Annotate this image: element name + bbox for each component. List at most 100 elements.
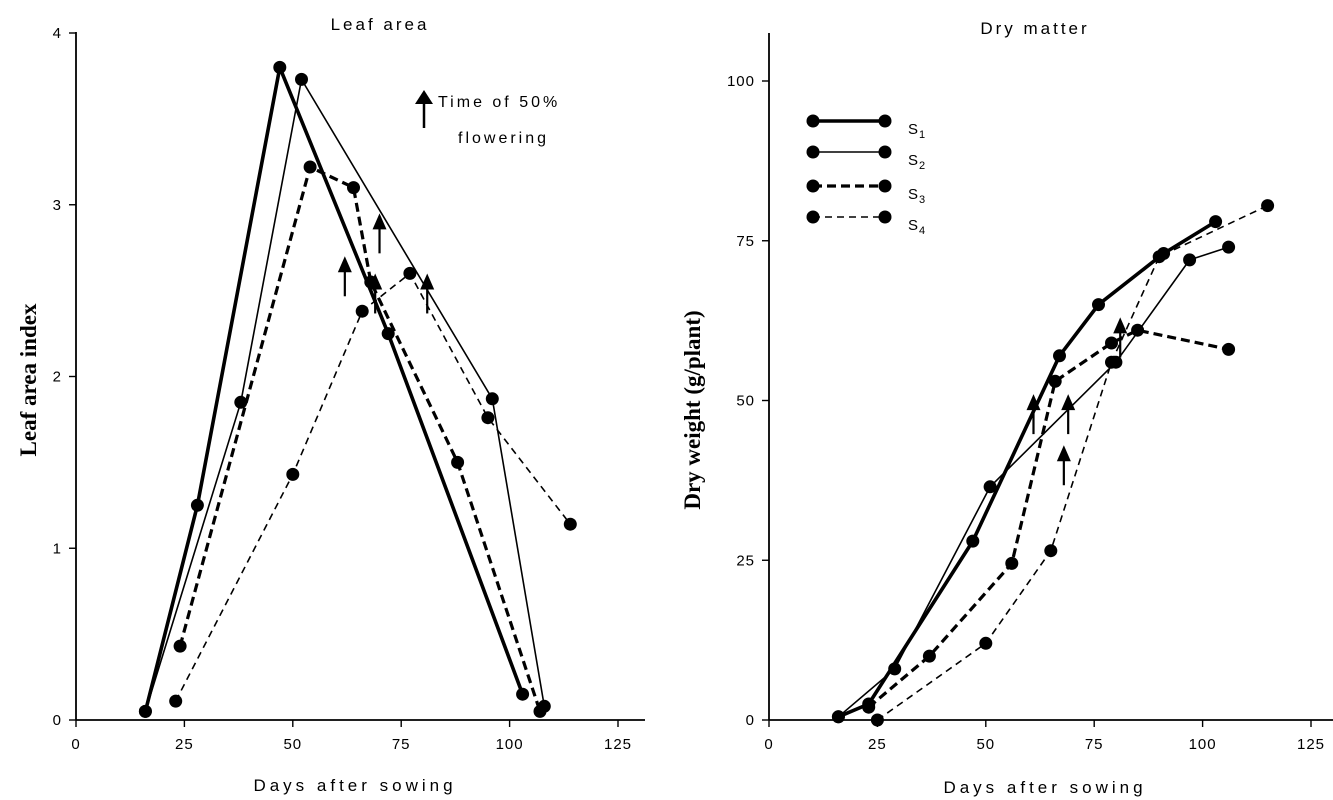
y-tick-label: 75 — [736, 233, 755, 250]
data-point — [922, 649, 936, 663]
data-point — [563, 517, 577, 531]
data-point — [234, 395, 248, 409]
legend-subscript: 4 — [919, 225, 925, 237]
x-tick-label: 75 — [1085, 736, 1104, 753]
data-point — [533, 704, 547, 718]
y-tick-label: 2 — [53, 369, 62, 386]
legend-marker — [878, 179, 892, 193]
flowering-arrow — [1056, 445, 1071, 486]
x-tick-label: 50 — [283, 736, 302, 753]
legend-marker — [806, 114, 820, 128]
data-point — [364, 275, 378, 289]
data-point — [138, 704, 152, 718]
data-point — [831, 710, 845, 724]
flowering-arrow — [1113, 317, 1128, 358]
series-3 — [862, 317, 1236, 714]
flowering-arrow — [372, 213, 387, 254]
x-tick-label: 100 — [496, 736, 524, 753]
data-point — [1053, 349, 1066, 363]
data-point — [286, 467, 300, 481]
data-point — [1183, 253, 1197, 267]
x-tick-label: 75 — [392, 736, 411, 753]
data-point — [983, 480, 997, 494]
legend-marker — [878, 114, 892, 128]
legend-marker — [806, 179, 820, 193]
legend-subscript: 3 — [919, 194, 925, 206]
data-point — [355, 304, 369, 318]
y-tick-label: 1 — [53, 540, 62, 557]
data-point — [1048, 374, 1062, 388]
data-point — [1105, 355, 1118, 369]
data-point — [1105, 336, 1118, 350]
x-tick-label: 125 — [604, 736, 632, 753]
y-axis-label: Dry weight (g/plant) — [680, 310, 705, 509]
data-point — [403, 266, 417, 280]
data-point — [1131, 323, 1145, 337]
data-point — [966, 534, 980, 548]
data-point — [1092, 298, 1105, 312]
series-line — [867, 328, 1229, 709]
data-point — [451, 455, 465, 469]
series-line — [837, 220, 1217, 719]
series-line — [876, 204, 1268, 721]
series-line — [143, 65, 525, 712]
y-tick-label: 3 — [53, 197, 62, 214]
x-tick-label: 25 — [868, 736, 887, 753]
annotation-arrow-head — [415, 90, 433, 104]
y-tick-label: 25 — [736, 552, 755, 569]
series-line — [178, 165, 542, 712]
series-1 — [831, 215, 1223, 724]
annotation-line2: flowering — [458, 130, 549, 147]
data-point — [295, 72, 308, 86]
legend: S 1S 2S 3S 4 — [806, 114, 925, 237]
data-point — [1222, 240, 1236, 254]
flowering-arrow — [1061, 394, 1076, 435]
data-point — [1152, 250, 1166, 264]
legend-marker — [806, 210, 820, 224]
data-point — [273, 60, 287, 74]
data-point — [190, 498, 204, 512]
data-point — [481, 411, 495, 425]
series-4 — [870, 199, 1275, 727]
data-point — [870, 713, 884, 727]
x-tick-label: 125 — [1297, 736, 1325, 753]
x-tick-label: 25 — [175, 736, 194, 753]
legend-subscript: 1 — [919, 129, 925, 141]
data-point — [485, 392, 499, 406]
legend-label: S — [908, 121, 918, 138]
data-point — [888, 662, 902, 676]
y-tick-label: 4 — [53, 25, 62, 42]
series-3 — [173, 160, 547, 718]
series-1 — [138, 60, 530, 718]
data-point — [516, 687, 530, 701]
chart-title: Dry matter — [980, 19, 1089, 38]
series-4 — [169, 266, 577, 708]
data-point — [173, 639, 187, 653]
leaf-area-panel: Leaf area Leaf area index Days after sow… — [16, 15, 645, 795]
legend-marker — [806, 145, 820, 159]
data-point — [303, 160, 317, 174]
data-point — [1222, 342, 1236, 356]
series-line — [144, 78, 546, 712]
legend-label: S — [908, 186, 918, 203]
x-tick-label: 100 — [1189, 736, 1217, 753]
legend-label: S — [908, 217, 918, 234]
y-tick-label: 50 — [736, 393, 755, 410]
data-point — [169, 694, 183, 708]
annotation-line1: Time of 50% — [438, 94, 560, 111]
data-point — [1005, 556, 1019, 570]
chart-title: Leaf area — [331, 15, 430, 34]
data-point — [381, 327, 395, 341]
data-point — [347, 181, 360, 195]
data-point — [1044, 544, 1058, 558]
flowering-arrow — [420, 273, 435, 314]
y-tick-label: 100 — [727, 73, 755, 90]
legend-subscript: 2 — [919, 160, 925, 172]
dry-matter-panel: Dry matter Dry weight (g/plant) Days aft… — [680, 19, 1333, 797]
x-tick-label: 0 — [71, 736, 80, 753]
x-tick-label: 50 — [976, 736, 995, 753]
